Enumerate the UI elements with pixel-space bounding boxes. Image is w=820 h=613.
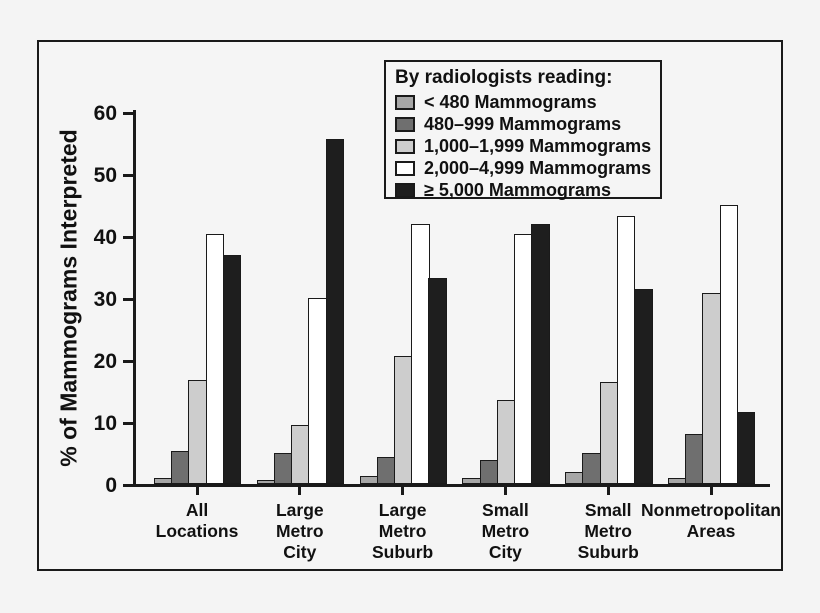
legend-swatch-icon — [395, 94, 415, 110]
legend-item: ≥ 5,000 Mammograms — [395, 179, 652, 201]
y-axis-tick — [123, 112, 133, 115]
bar-2,000–4,999-mammograms — [411, 224, 430, 484]
y-tick-label: 50 — [93, 163, 117, 187]
x-category-label: All Locations — [155, 500, 239, 541]
legend-item-label: 2,000–4,999 Mammograms — [424, 157, 652, 178]
y-axis-tick — [123, 360, 133, 363]
bar-2,000–4,999-mammograms — [719, 205, 739, 484]
y-tick-label: 40 — [93, 225, 117, 249]
bar-1,000–1,999-mammograms — [702, 293, 721, 484]
y-axis-tick — [123, 484, 133, 487]
bar-2,000–4,999-mammograms — [308, 298, 327, 484]
x-category-label: Small Metro Suburb — [577, 500, 639, 562]
bar-480–999-mammograms — [171, 451, 190, 484]
x-axis-tick — [298, 487, 302, 495]
bar-2,000–4,999-mammograms — [616, 215, 636, 484]
x-category-label: Large Metro Suburb — [371, 500, 434, 562]
legend-item-label: 480–999 Mammograms — [424, 113, 622, 134]
bar-1,000–1,999-mammograms — [188, 379, 207, 484]
y-tick-label: 0 — [105, 473, 117, 497]
legend-swatch-icon — [395, 182, 415, 198]
bar-2,000–4,999-mammograms — [514, 234, 533, 484]
x-category-label: Nonmetropolitan Areas — [641, 500, 781, 541]
bar-≥-5,000-mammograms — [634, 288, 653, 484]
legend-item-label: 1,000–1,999 Mammograms — [424, 135, 652, 156]
y-tick-label: 30 — [93, 287, 117, 311]
y-axis-line — [133, 110, 136, 487]
bar-≥-5,000-mammograms — [531, 223, 550, 484]
x-axis-tick — [401, 487, 405, 495]
bar-1,000–1,999-mammograms — [394, 356, 413, 484]
legend-item: 480–999 Mammograms — [395, 113, 652, 135]
figure-frame: % of Mammograms Interpreted By radiologi… — [37, 40, 783, 571]
bar-480–999-mammograms — [479, 459, 499, 484]
bar-≥-5,000-mammograms — [736, 412, 756, 484]
bar-2,000–4,999-mammograms — [205, 234, 225, 484]
bar-<-480-mammograms — [565, 472, 584, 484]
legend-item-label: ≥ 5,000 Mammograms — [424, 179, 611, 200]
y-tick-label: 10 — [93, 411, 117, 435]
x-axis-tick — [503, 487, 507, 495]
bar-1,000–1,999-mammograms — [496, 399, 516, 484]
bar-1,000–1,999-mammograms — [599, 381, 619, 484]
legend-swatch-icon — [395, 116, 415, 132]
bar-480–999-mammograms — [685, 434, 704, 484]
legend-swatch-icon — [395, 160, 415, 176]
bar-≥-5,000-mammograms — [325, 139, 345, 484]
y-axis-tick — [123, 174, 133, 177]
x-axis-line — [133, 484, 770, 487]
bar-480–999-mammograms — [376, 457, 396, 484]
y-axis-tick — [123, 236, 133, 239]
x-axis-tick — [606, 487, 610, 495]
legend-item: < 480 Mammograms — [395, 91, 652, 113]
x-category-label: Small Metro City — [481, 500, 530, 562]
bar-<-480-mammograms — [359, 475, 379, 484]
legend-title: By radiologists reading: — [395, 67, 613, 88]
x-category-label: Large Metro City — [275, 500, 324, 562]
bar-480–999-mammograms — [582, 453, 601, 484]
legend-item: 1,000–1,999 Mammograms — [395, 135, 652, 157]
legend-item: 2,000–4,999 Mammograms — [395, 157, 652, 179]
bar-480–999-mammograms — [274, 453, 293, 484]
y-tick-label: 60 — [93, 101, 117, 125]
bar-≥-5,000-mammograms — [428, 278, 447, 484]
x-axis-tick — [195, 487, 199, 495]
legend-item-label: < 480 Mammograms — [424, 91, 597, 112]
legend-swatch-icon — [395, 138, 415, 154]
legend-box: By radiologists reading: < 480 Mammogram… — [384, 60, 662, 201]
legend-items: < 480 Mammograms 480–999 Mammograms 1,000–… — [395, 91, 652, 201]
bar-1,000–1,999-mammograms — [291, 425, 310, 484]
x-axis-tick — [709, 487, 713, 495]
y-axis-tick — [123, 298, 133, 301]
bar-≥-5,000-mammograms — [222, 255, 242, 484]
y-axis-tick — [123, 422, 133, 425]
y-tick-label: 20 — [93, 349, 117, 373]
